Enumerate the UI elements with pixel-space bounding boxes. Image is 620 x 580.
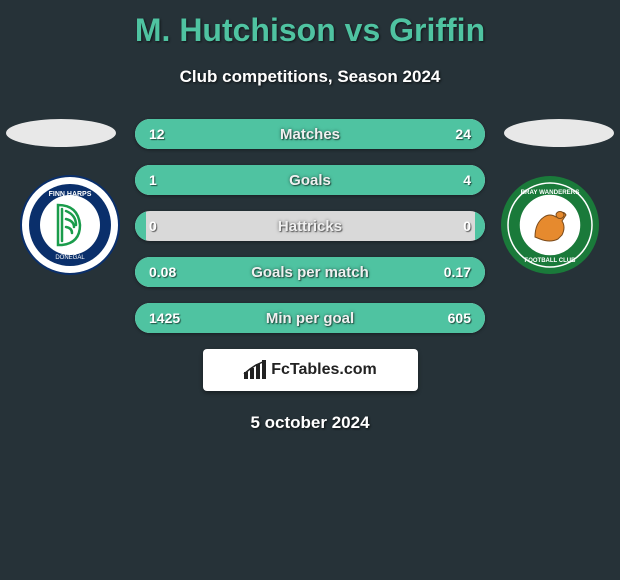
subtitle: Club competitions, Season 2024 [0, 67, 620, 87]
stat-row: 0.08 Goals per match 0.17 [135, 257, 485, 287]
stat-right-value: 605 [448, 303, 471, 333]
stat-left-value: 12 [149, 119, 165, 149]
svg-text:DONEGAL: DONEGAL [55, 255, 85, 261]
page-title: M. Hutchison vs Griffin [0, 0, 620, 49]
bar-empty [135, 211, 485, 241]
stat-right-value: 0.17 [444, 257, 471, 287]
stat-row: 1 Goals 4 [135, 165, 485, 195]
bar-chart-icon [243, 360, 267, 380]
brand-badge: FcTables.com [203, 349, 418, 391]
stat-left-value: 0 [149, 211, 157, 241]
comparison-card: M. Hutchison vs Griffin Club competition… [0, 0, 620, 433]
club-crest-left-icon: FINN HARPS DONEGAL [20, 175, 120, 275]
stat-left-value: 1 [149, 165, 157, 195]
comparison-area: FINN HARPS DONEGAL BRAY WANDERERS FOOTBA… [0, 119, 620, 433]
bar-left-fill [135, 165, 205, 195]
stat-bars: 12 Matches 24 1 Goals 4 0 Hattricks 0 [135, 119, 485, 333]
stat-row: 12 Matches 24 [135, 119, 485, 149]
player-left-ellipse [6, 119, 116, 147]
stat-right-value: 0 [463, 211, 471, 241]
stat-right-value: 4 [463, 165, 471, 195]
bar-left-fill [135, 211, 146, 241]
stat-left-value: 0.08 [149, 257, 176, 287]
bar-right-fill [475, 211, 486, 241]
stat-left-value: 1425 [149, 303, 180, 333]
brand-text: FcTables.com [271, 361, 377, 379]
club-crest-right-icon: BRAY WANDERERS FOOTBALL CLUB [500, 175, 600, 275]
date-text: 5 october 2024 [0, 413, 620, 433]
player-right-ellipse [504, 119, 614, 147]
bar-right-fill [252, 119, 485, 149]
svg-text:BRAY WANDERERS: BRAY WANDERERS [521, 189, 580, 196]
bar-right-fill [205, 165, 485, 195]
stat-row: 1425 Min per goal 605 [135, 303, 485, 333]
svg-text:FINN HARPS: FINN HARPS [49, 191, 92, 198]
stat-right-value: 24 [455, 119, 471, 149]
svg-text:FOOTBALL CLUB: FOOTBALL CLUB [525, 258, 577, 264]
stat-row: 0 Hattricks 0 [135, 211, 485, 241]
